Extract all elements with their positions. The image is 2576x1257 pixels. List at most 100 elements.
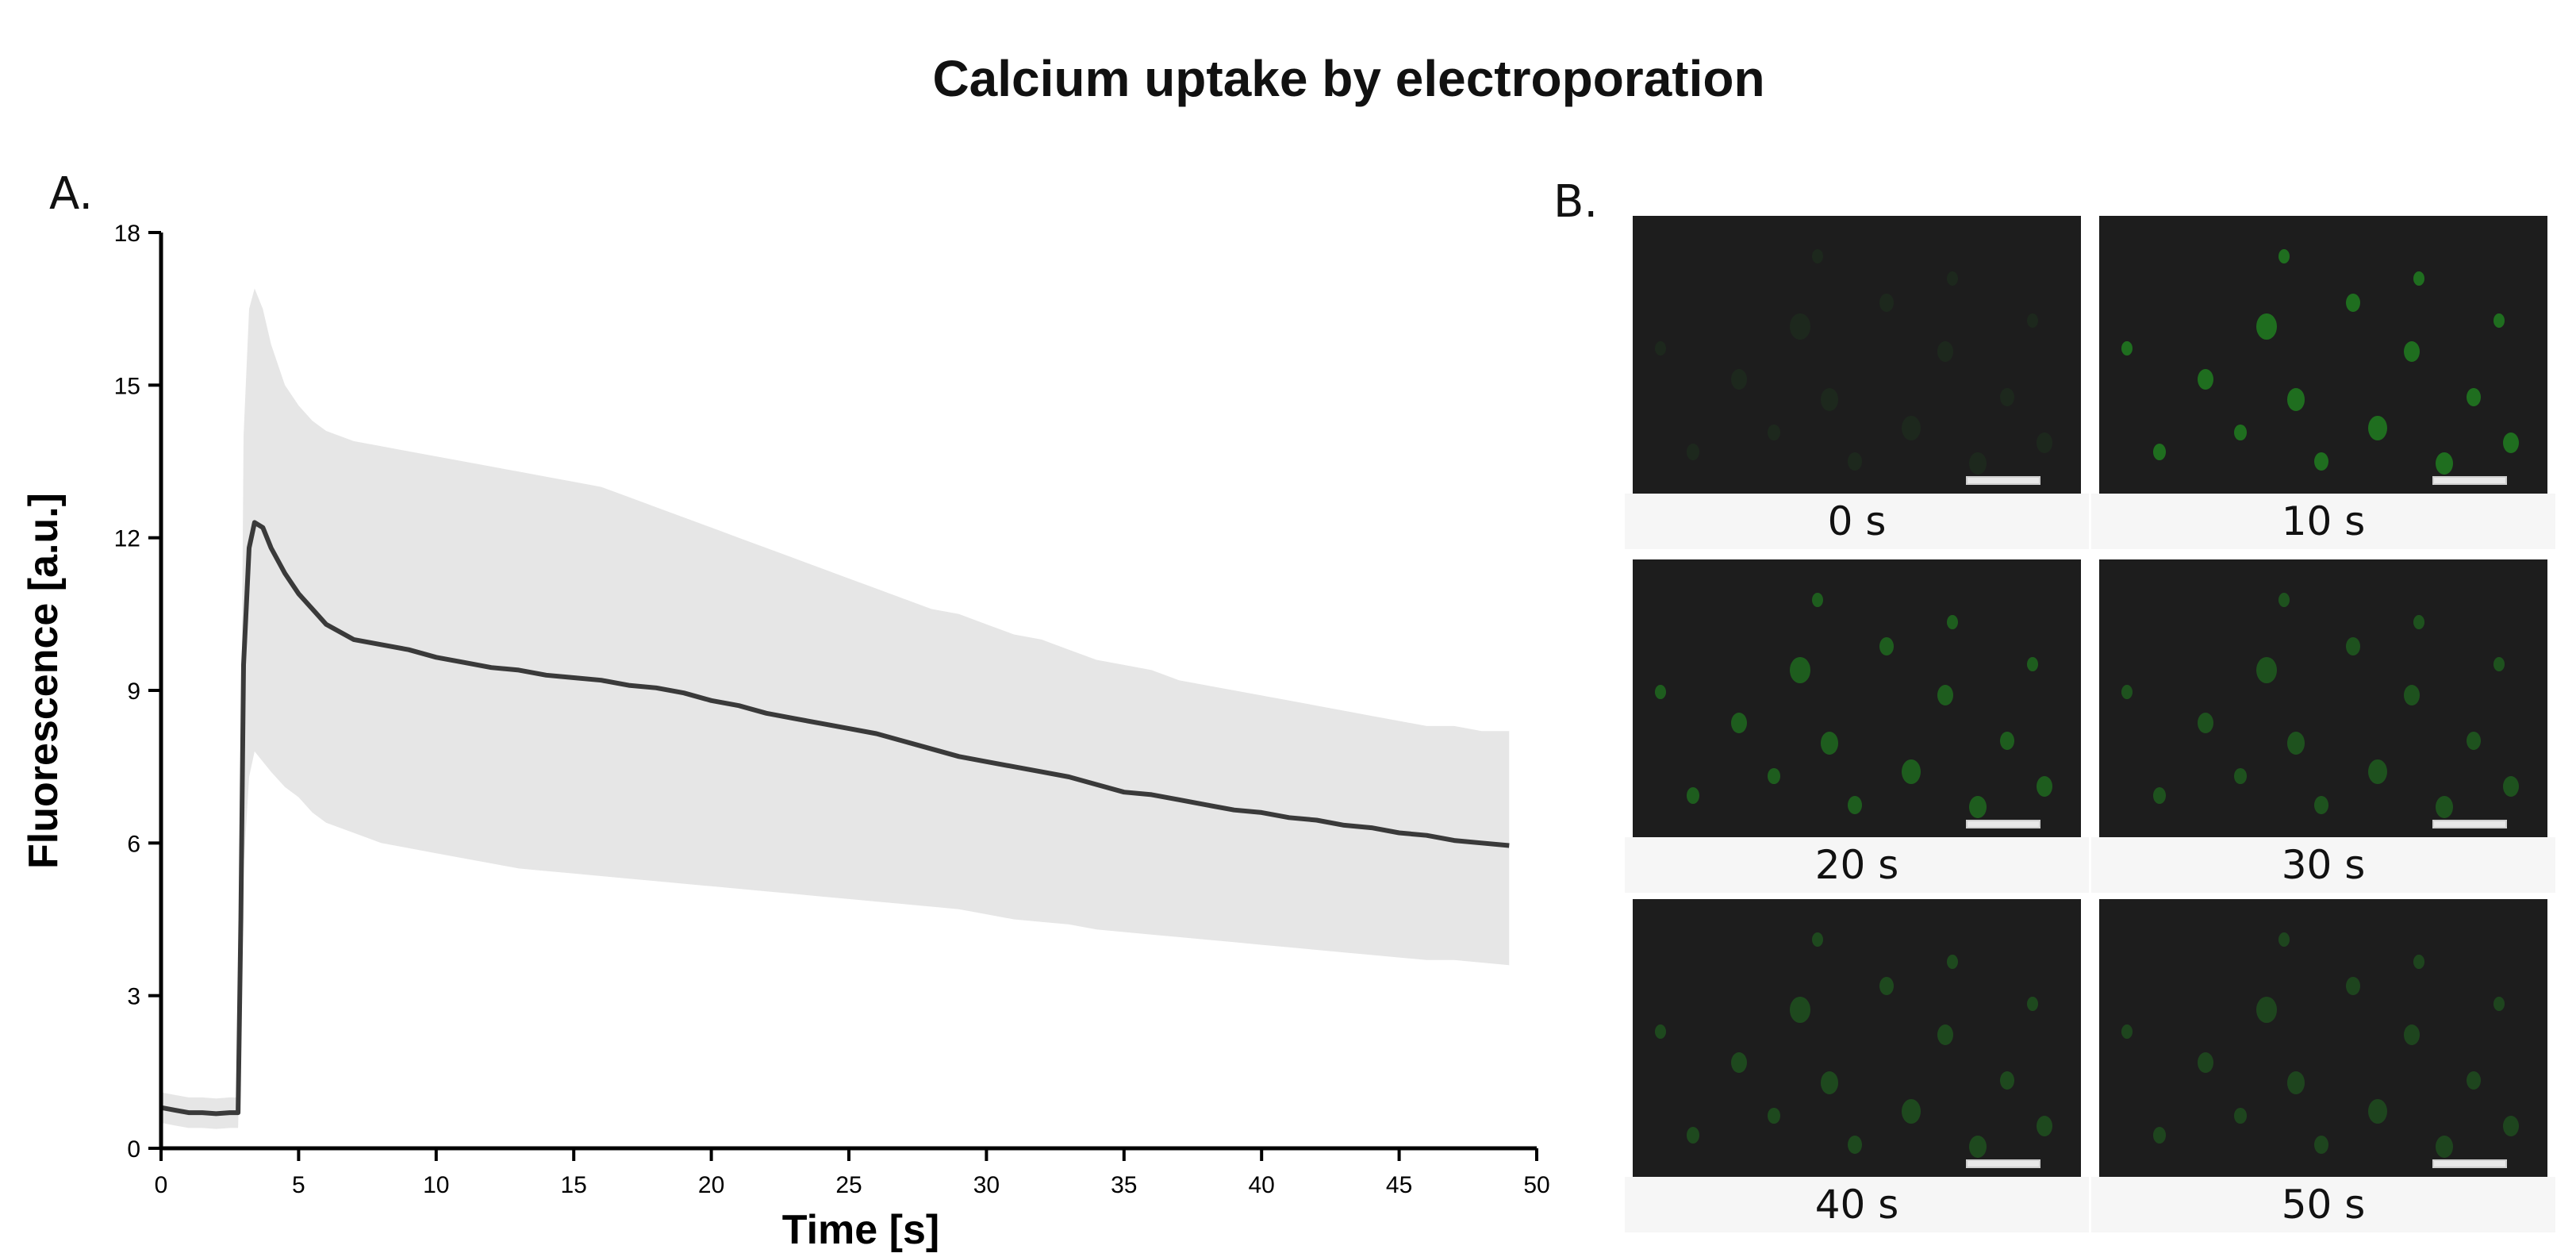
scale-bar — [2432, 476, 2507, 485]
x-tick-label: 0 — [155, 1172, 168, 1198]
panel-a-label: A. — [49, 168, 94, 220]
y-axis-label: Fluorescence [a.u.] — [21, 493, 67, 869]
cell-blob — [1655, 1024, 1667, 1039]
y-tick-label: 3 — [127, 984, 140, 1010]
cell-blob — [1767, 1107, 1780, 1124]
mean-series-layer — [160, 520, 1510, 1117]
cell-blob — [1767, 767, 1780, 785]
cell-blob — [2287, 732, 2305, 755]
cell-blob — [2467, 388, 2482, 407]
cell-blob — [2314, 452, 2329, 471]
timepoint-caption: 30 s — [2281, 842, 2366, 888]
cell-blob — [2255, 313, 2277, 340]
cell-blob — [2121, 340, 2133, 356]
cell-blob — [1968, 452, 1987, 475]
micrograph — [2099, 899, 2547, 1177]
cell-blob — [1731, 368, 1748, 390]
cell-blob — [2027, 313, 2039, 328]
y-tick-label: 0 — [127, 1136, 140, 1163]
caption-strip — [1625, 494, 2089, 549]
cell-blob — [2027, 996, 2039, 1011]
cell-blob — [2255, 996, 2277, 1024]
x-tick-label: 30 — [973, 1172, 1000, 1198]
cell-blob — [2278, 932, 2290, 948]
cell-blob — [1789, 313, 1810, 340]
cell-blob — [2345, 977, 2360, 996]
x-tick-label: 35 — [1111, 1172, 1137, 1198]
x-tick-label: 50 — [1523, 1172, 1549, 1198]
y-tick-label: 12 — [114, 526, 140, 552]
cell-blob — [1848, 1135, 1863, 1154]
cell-blob — [1767, 424, 1780, 441]
cell-blob — [1731, 1051, 1748, 1073]
caption-strip — [1625, 1177, 2089, 1232]
x-tick-label: 40 — [1249, 1172, 1275, 1198]
cell-blob — [2152, 787, 2166, 804]
cell-blob — [1821, 732, 1839, 755]
cell-blob — [1848, 795, 1863, 814]
cell-blob — [2467, 732, 2482, 751]
cell-blob — [2036, 432, 2052, 453]
cell-blob — [2493, 996, 2505, 1011]
cell-blob — [2493, 656, 2505, 671]
cell-blob — [1937, 1024, 1954, 1045]
cell-blob — [1686, 444, 1699, 460]
figure-title: Calcium uptake by electroporation — [932, 50, 1765, 107]
cell-blob — [2233, 767, 2247, 785]
cell-blob — [1686, 1127, 1699, 1144]
cell-blob — [1946, 615, 1958, 630]
mean-line — [160, 520, 1510, 1117]
scale-bar — [1966, 476, 2040, 485]
cell-blob — [1937, 340, 1954, 362]
cell-blob — [2152, 1127, 2166, 1144]
cell-blob — [1821, 388, 1839, 411]
cell-blob — [1968, 1135, 1987, 1159]
x-tick-label: 10 — [423, 1172, 449, 1198]
timepoint-caption: 50 s — [2281, 1182, 2366, 1228]
cell-blob — [2036, 1116, 2052, 1136]
micrograph — [1633, 899, 2081, 1177]
timepoint-caption: 20 s — [1814, 842, 1899, 888]
cell-blob — [2368, 1099, 2387, 1124]
cell-blob — [2000, 732, 2015, 751]
x-tick-label: 45 — [1386, 1172, 1412, 1198]
cell-blob — [2121, 684, 2133, 699]
timepoint-caption: 10 s — [2281, 498, 2366, 544]
micrograph — [1633, 559, 2081, 837]
cell-blob — [2502, 432, 2519, 453]
x-tick-label: 20 — [698, 1172, 724, 1198]
cell-blob — [1946, 271, 1958, 286]
cell-blob — [1879, 637, 1894, 656]
cell-blob — [2000, 1071, 2015, 1090]
cell-blob — [1879, 294, 1894, 313]
cell-blob — [2255, 656, 2277, 684]
y-tick-label: 18 — [114, 221, 140, 247]
cell-blob — [2152, 444, 2166, 460]
micrograph — [2099, 216, 2547, 494]
cell-blob — [2368, 759, 2387, 785]
timepoint-caption: 0 s — [1827, 498, 1887, 544]
x-tick-label: 25 — [835, 1172, 862, 1198]
cell-blob — [2000, 388, 2015, 407]
cell-blob — [2467, 1071, 2482, 1090]
x-tick-label: 15 — [561, 1172, 587, 1198]
cell-blob — [2198, 1051, 2214, 1073]
caption-strip — [2091, 837, 2555, 893]
cell-blob — [2287, 388, 2305, 411]
cell-blob — [2233, 424, 2247, 441]
y-tick-label: 6 — [127, 831, 140, 857]
cell-blob — [2314, 795, 2329, 814]
cell-blob — [1812, 249, 1823, 264]
error-band — [161, 288, 1510, 1129]
axes: 0 5 10 15 20 25 30 35 40 45 50 0 3 6 9 12 15 18 — [114, 221, 1550, 1198]
cell-blob — [1902, 759, 1921, 785]
caption-strip — [2091, 494, 2555, 549]
cell-blob — [2314, 1135, 2329, 1154]
scale-bar — [2432, 820, 2507, 828]
cell-blob — [2287, 1071, 2305, 1094]
scale-bar — [1966, 820, 2040, 828]
cell-blob — [2027, 656, 2039, 671]
micrograph — [1633, 216, 2081, 494]
cell-blob — [1821, 1071, 1839, 1094]
